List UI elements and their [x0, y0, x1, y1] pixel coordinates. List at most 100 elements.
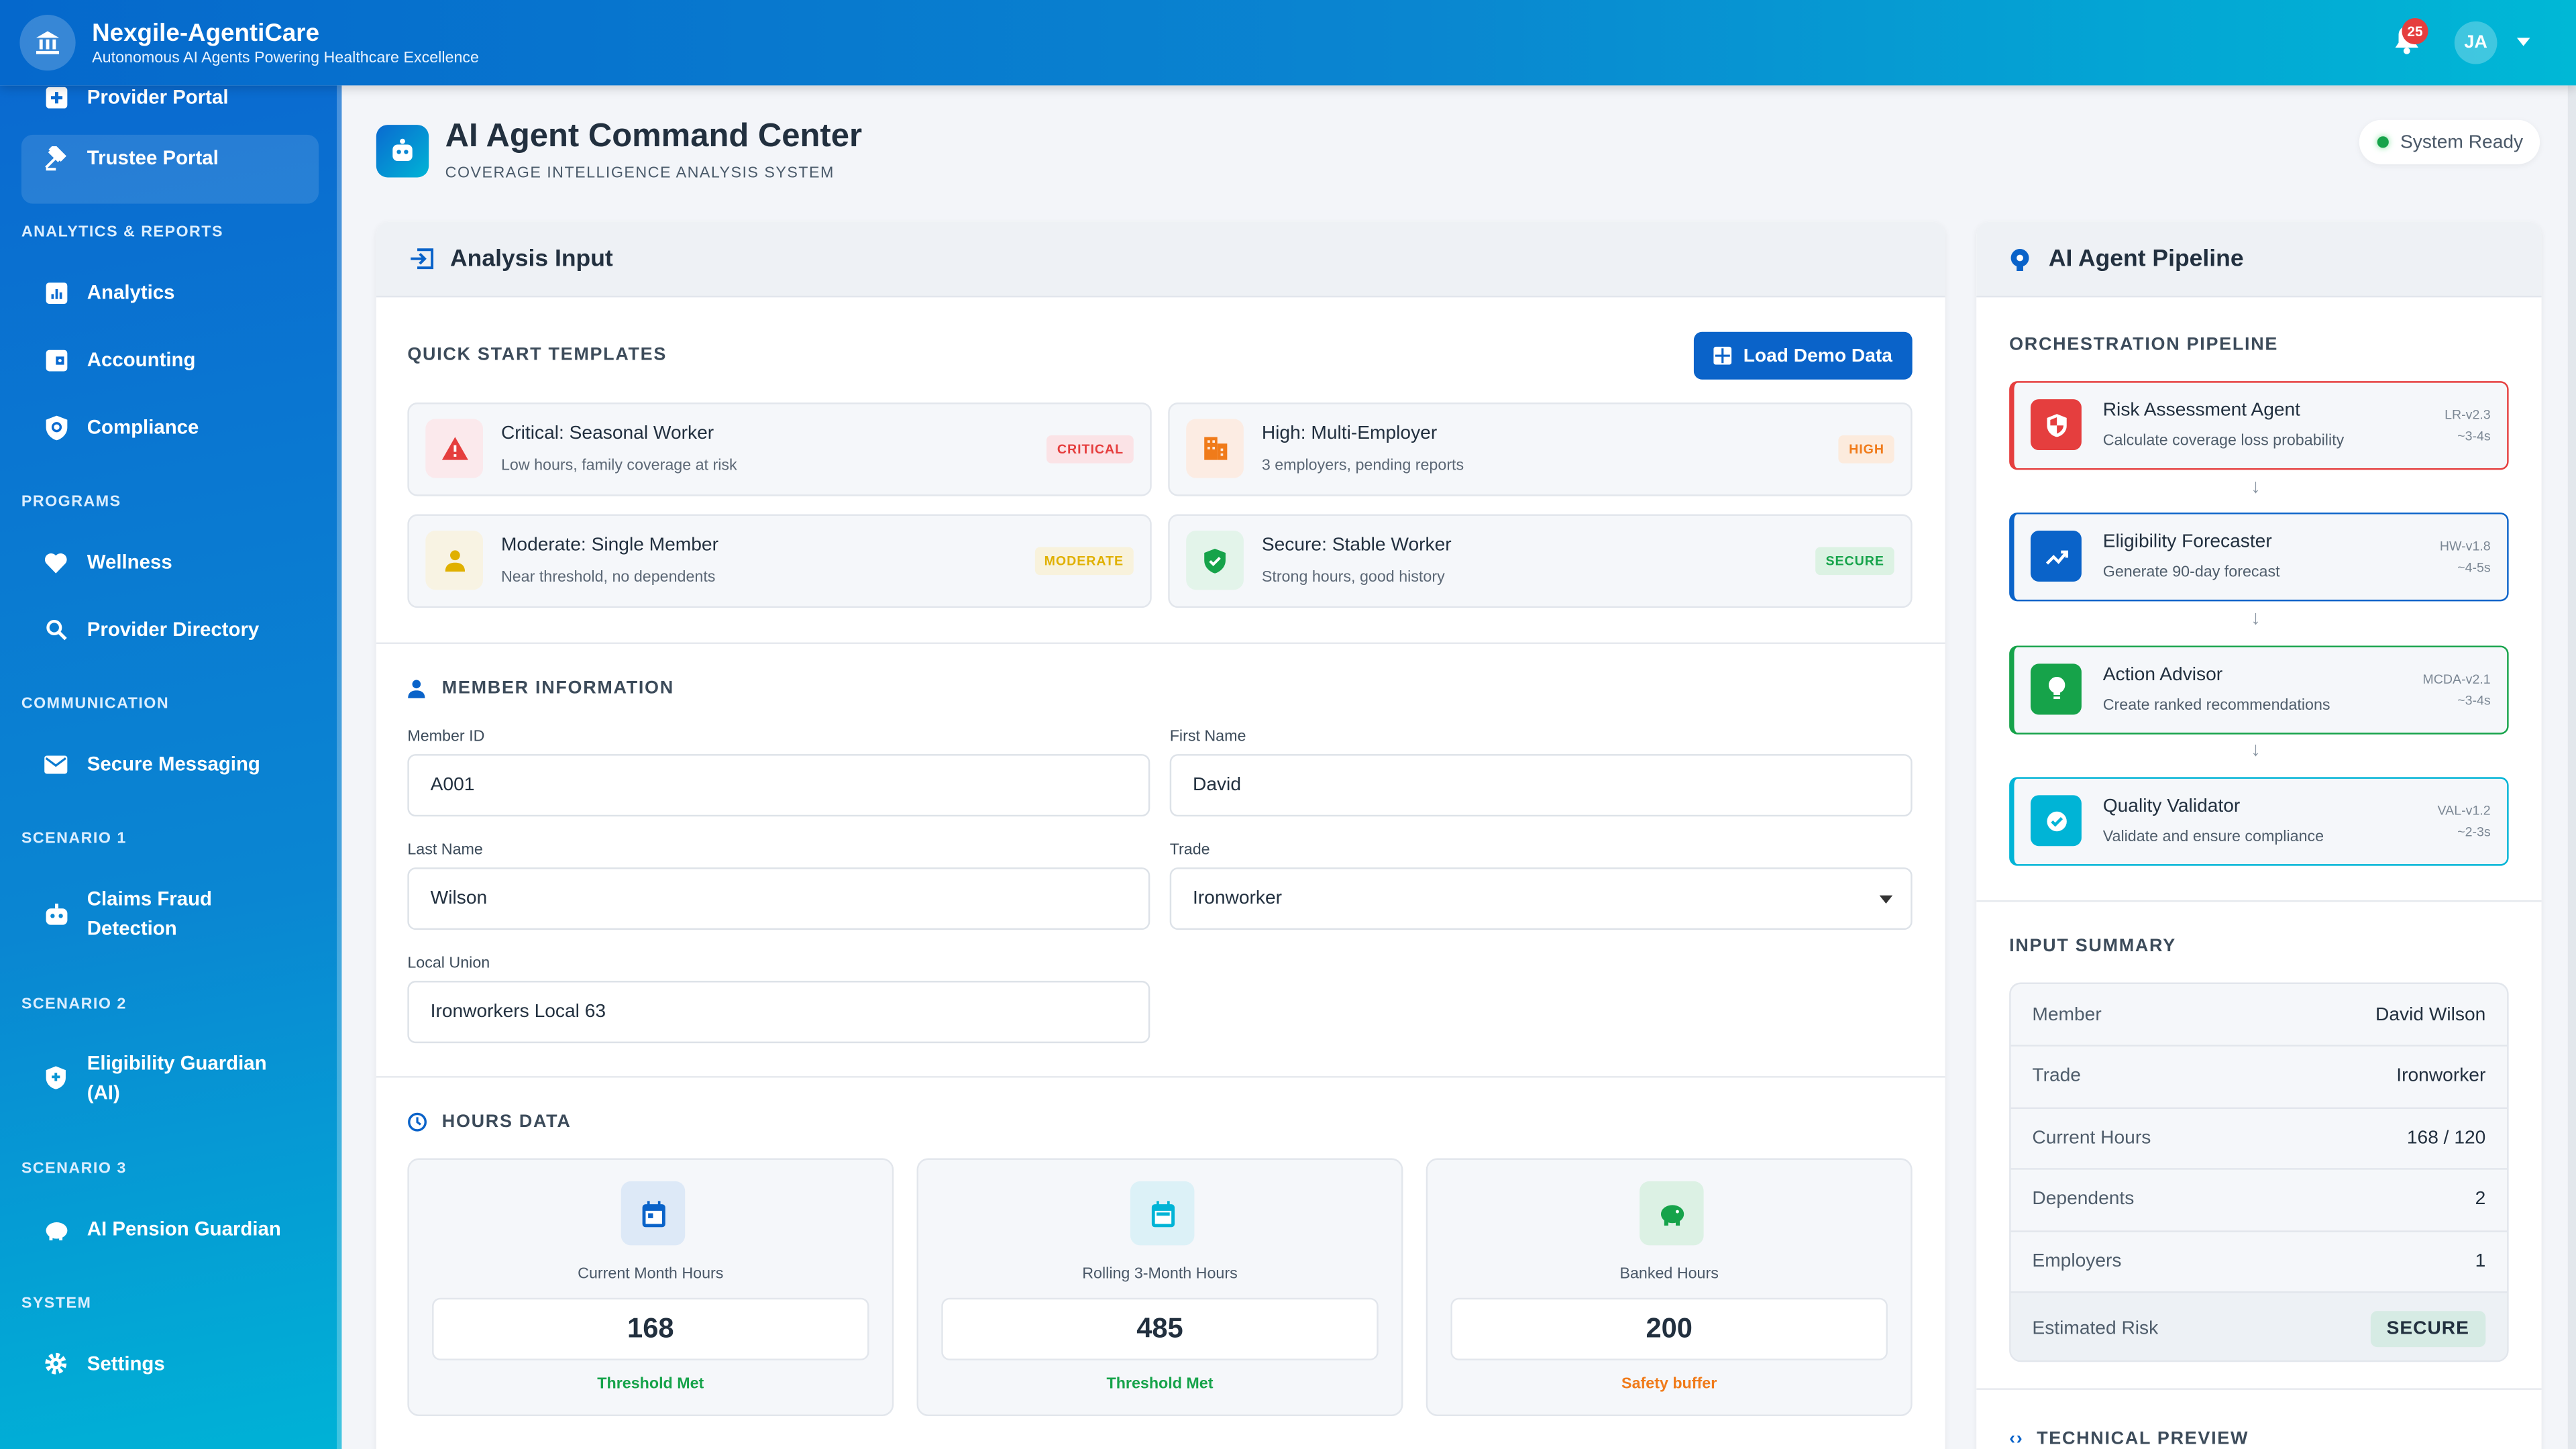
- grid-icon: [1713, 346, 1732, 365]
- hours-data-label: HOURS DATA: [407, 1112, 571, 1132]
- envelope-icon: [43, 751, 69, 777]
- sidebar-item-accounting[interactable]: Accounting: [21, 345, 317, 374]
- sidebar-item-trustee-portal[interactable]: Trustee Portal: [21, 143, 317, 172]
- template-secure-stable-worker[interactable]: Secure: Stable Worker Strong hours, good…: [1168, 514, 1913, 608]
- warning-icon: [425, 419, 484, 478]
- shield-half-icon: [2030, 399, 2082, 451]
- page-title: AI Agent Command Center: [445, 118, 863, 155]
- hospital-icon: [43, 85, 69, 110]
- rolling-hours-input[interactable]: 485: [941, 1297, 1379, 1360]
- building-icon: [1186, 419, 1244, 478]
- piggy-bank-icon: [1640, 1181, 1704, 1246]
- code-icon: ‹›: [2009, 1429, 2024, 1449]
- agent-action-advisor[interactable]: Action Advisor Create ranked recommendat…: [2009, 645, 2509, 735]
- agent-risk-assessment[interactable]: Risk Assessment Agent Calculate coverage…: [2009, 381, 2509, 470]
- shield-icon: [43, 1065, 69, 1091]
- first-name-label: First Name: [1169, 727, 1246, 746]
- bank-logo-icon: [19, 15, 76, 71]
- sidebar-item-analytics[interactable]: Analytics: [21, 278, 317, 307]
- agent-quality-validator[interactable]: Quality Validator Validate and ensure co…: [2009, 777, 2509, 866]
- badge-check-icon: [2030, 795, 2082, 847]
- banked-hours-card: Banked Hours 200 Safety buffer: [1426, 1158, 1913, 1417]
- rolling-3-month-hours-card: Rolling 3-Month Hours 485 Threshold Met: [916, 1158, 1403, 1417]
- ai-agent-pipeline-card: AI Agent Pipeline ORCHESTRATION PIPELINE…: [1976, 221, 2542, 1449]
- sidebar-item-claims-fraud-detection[interactable]: Claims Fraud Detection: [21, 884, 317, 943]
- section-communication: COMMUNICATION: [21, 694, 170, 713]
- local-union-label: Local Union: [407, 954, 490, 973]
- summary-row-estimated-risk: Estimated Risk SECURE: [2010, 1292, 2508, 1360]
- template-high-multi-employer[interactable]: High: Multi-Employer 3 employers, pendin…: [1168, 402, 1913, 496]
- chevron-down-icon[interactable]: [2516, 38, 2530, 46]
- arrow-down-icon: ↓: [2251, 737, 2261, 761]
- heart-icon: [43, 549, 69, 575]
- orchestration-label: ORCHESTRATION PIPELINE: [2009, 335, 2279, 355]
- page-subtitle: COVERAGE INTELLIGENCE ANALYSIS SYSTEM: [445, 164, 835, 182]
- gavel-icon: [43, 145, 69, 171]
- app-subtitle: Autonomous AI Agents Powering Healthcare…: [92, 49, 479, 68]
- trade-select[interactable]: Ironworker: [1169, 867, 1913, 930]
- user-icon: [425, 531, 484, 590]
- top-header: Nexgile-AgentiCare Autonomous AI Agents …: [0, 0, 2576, 86]
- section-system: SYSTEM: [21, 1294, 92, 1313]
- member-id-input[interactable]: A001: [407, 754, 1150, 817]
- user-avatar[interactable]: JA: [2454, 21, 2498, 64]
- divider: [376, 1076, 1945, 1078]
- calendar-icon: [621, 1181, 686, 1246]
- sidebar-item-secure-messaging[interactable]: Secure Messaging: [21, 749, 317, 779]
- banked-hours-input[interactable]: 200: [1450, 1297, 1888, 1360]
- sidebar-item-compliance[interactable]: Compliance: [21, 413, 317, 442]
- shield-check-icon: [1186, 531, 1244, 590]
- sign-in-icon: [409, 248, 434, 270]
- clock-icon: [408, 1112, 427, 1132]
- summary-row: Current Hours 168 / 120: [2010, 1108, 2508, 1170]
- agent-eligibility-forecaster[interactable]: Eligibility Forecaster Generate 90-day f…: [2009, 513, 2509, 602]
- sidebar-item-ai-pension-guardian[interactable]: AI Pension Guardian: [21, 1214, 317, 1244]
- arrow-down-icon: ↓: [2251, 474, 2261, 498]
- input-summary-table: Member David Wilson Trade Ironworker Curre…: [2009, 982, 2509, 1362]
- notification-badge: 25: [2402, 17, 2428, 45]
- section-scenario-2: SCENARIO 2: [21, 996, 127, 1014]
- current-month-hours-card: Current Month Hours 168 Threshold Met: [407, 1158, 894, 1417]
- summary-row: Employers 1: [2010, 1230, 2508, 1293]
- quick-start-label: QUICK START TEMPLATES: [407, 345, 667, 365]
- last-name-input[interactable]: Wilson: [407, 867, 1150, 930]
- load-demo-data-button[interactable]: Load Demo Data: [1693, 331, 1913, 380]
- first-name-input[interactable]: David: [1169, 754, 1913, 817]
- sidebar-item-settings[interactable]: Settings: [21, 1349, 317, 1379]
- input-summary-label: INPUT SUMMARY: [2009, 936, 2176, 957]
- sidebar-active-highlight: [21, 134, 319, 204]
- template-critical-seasonal-worker[interactable]: Critical: Seasonal Worker Low hours, fam…: [407, 402, 1152, 496]
- page-scrollbar[interactable]: [2567, 85, 2576, 1449]
- pipeline-header: AI Agent Pipeline: [1976, 221, 2542, 298]
- app-title: Nexgile-AgentiCare: [92, 19, 320, 48]
- analysis-input-card: Analysis Input QUICK START TEMPLATES Loa…: [376, 221, 1945, 1449]
- trade-label: Trade: [1169, 841, 1210, 859]
- arrow-down-icon: ↓: [2251, 606, 2261, 629]
- summary-row: Member David Wilson: [2010, 984, 2508, 1047]
- local-union-input[interactable]: Ironworkers Local 63: [407, 981, 1150, 1044]
- section-scenario-1: SCENARIO 1: [21, 829, 127, 848]
- sidebar-item-eligibility-guardian[interactable]: Eligibility Guardian (AI): [21, 1048, 317, 1107]
- member-id-label: Member ID: [407, 727, 485, 746]
- sidebar-item-provider-directory[interactable]: Provider Directory: [21, 614, 317, 644]
- sidebar-item-provider-portal[interactable]: Provider Portal: [21, 85, 317, 117]
- template-moderate-single-member[interactable]: Moderate: Single Member Near threshold, …: [407, 514, 1152, 608]
- chart-icon: [43, 279, 69, 305]
- chevron-down-icon: [1879, 895, 1893, 904]
- section-scenario-3: SCENARIO 3: [21, 1159, 127, 1178]
- status-dot-icon: [2377, 136, 2389, 148]
- member-info-label: MEMBER INFORMATION: [407, 678, 674, 698]
- last-name-label: Last Name: [407, 841, 483, 859]
- sidebar-scrollbar[interactable]: [337, 85, 342, 1449]
- sidebar-item-wellness[interactable]: Wellness: [21, 547, 317, 577]
- badge-critical: CRITICAL: [1047, 435, 1134, 464]
- analysis-input-header: Analysis Input: [376, 221, 1945, 298]
- calendar-week-icon: [1130, 1181, 1195, 1246]
- badge-high: HIGH: [1839, 435, 1894, 464]
- brain-icon: [2009, 248, 2031, 270]
- technical-preview-label[interactable]: ‹› TECHNICAL PREVIEW: [2009, 1429, 2249, 1449]
- divider: [376, 642, 1945, 645]
- section-analytics-reports: ANALYTICS & REPORTS: [21, 223, 223, 242]
- current-month-hours-input[interactable]: 168: [432, 1297, 869, 1360]
- summary-row: Trade Ironworker: [2010, 1046, 2508, 1108]
